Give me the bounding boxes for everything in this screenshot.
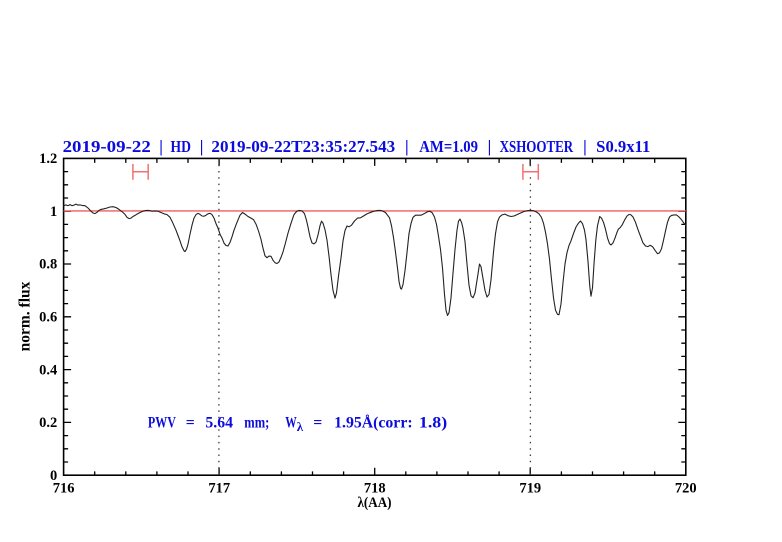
svg-text:norm. flux: norm. flux xyxy=(17,281,34,351)
svg-text:0.4: 0.4 xyxy=(39,362,57,378)
svg-text:1: 1 xyxy=(50,204,57,220)
svg-text:719: 719 xyxy=(519,480,541,496)
svg-text:|: | xyxy=(200,137,204,156)
svg-text:|: | xyxy=(159,137,163,156)
svg-text:|: | xyxy=(583,137,587,156)
svg-text:2019-09-22T23:35:27.543: 2019-09-22T23:35:27.543 xyxy=(211,137,395,156)
svg-text:718: 718 xyxy=(364,480,386,496)
svg-text:XSHOOTER: XSHOOTER xyxy=(500,137,574,156)
svg-text:AM=1.09: AM=1.09 xyxy=(419,137,478,156)
svg-text:1.2: 1.2 xyxy=(39,151,57,167)
svg-text:2019-09-22: 2019-09-22 xyxy=(63,137,151,156)
svg-text:S0.9x11: S0.9x11 xyxy=(596,137,650,156)
svg-text:|: | xyxy=(405,137,409,156)
svg-text:=: = xyxy=(186,415,195,432)
svg-text:1.95Å(corr:: 1.95Å(corr: xyxy=(334,415,413,432)
svg-text:0: 0 xyxy=(50,468,57,484)
svg-text:0.6: 0.6 xyxy=(39,310,57,326)
svg-text:1.8): 1.8) xyxy=(419,415,447,432)
svg-text:HD: HD xyxy=(171,137,191,156)
svg-text:5.64: 5.64 xyxy=(205,415,233,432)
svg-text:0.2: 0.2 xyxy=(39,415,57,431)
svg-text:=: = xyxy=(313,415,322,432)
svg-text:0.8: 0.8 xyxy=(39,257,57,273)
svg-text:716: 716 xyxy=(53,480,75,496)
svg-text:PWV: PWV xyxy=(148,415,177,432)
svg-text:Wλ: Wλ xyxy=(285,415,304,434)
svg-text:|: | xyxy=(488,137,492,156)
svg-text:λ(AA): λ(AA) xyxy=(358,495,392,511)
svg-text:mm;: mm; xyxy=(244,415,269,432)
svg-text:717: 717 xyxy=(208,480,230,496)
svg-text:720: 720 xyxy=(675,480,697,496)
